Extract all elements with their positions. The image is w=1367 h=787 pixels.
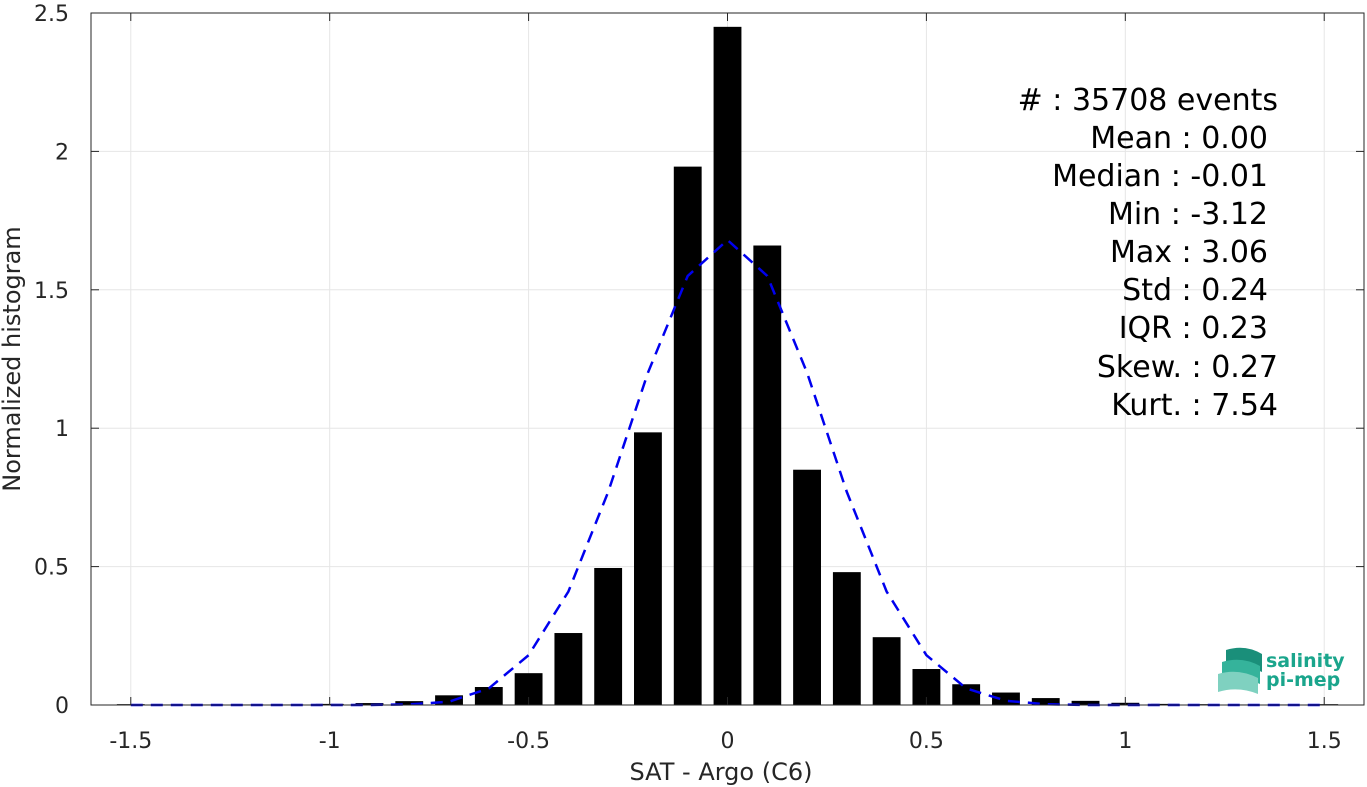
histogram-bar	[872, 637, 901, 705]
histogram-bar	[474, 687, 503, 705]
histogram-bar	[673, 166, 702, 705]
x-tick-label: -0.5	[507, 729, 550, 754]
x-tick-label: 0.5	[909, 729, 944, 754]
wave-stack-icon	[1218, 647, 1262, 694]
histogram-bar	[1151, 703, 1180, 705]
logo-line1: salinity	[1266, 650, 1345, 672]
histogram-bar	[395, 701, 424, 705]
histogram-bar	[753, 245, 782, 705]
histogram-bar	[952, 684, 981, 705]
histogram-bar	[1031, 698, 1060, 705]
y-tick-label: 2	[55, 140, 69, 165]
stat-kurt: Kurt. : 7.54	[1111, 388, 1278, 423]
y-tick-label: 1	[55, 417, 69, 442]
x-axis-title: SAT - Argo (C6)	[630, 758, 813, 786]
x-tick-label: -1	[319, 729, 341, 754]
stat-min: Min : -3.12	[1108, 197, 1268, 232]
stat-skew: Skew. : 0.27	[1097, 350, 1278, 385]
x-tick-label: -1.5	[109, 729, 152, 754]
stat-count: # : 35708 events	[1018, 83, 1278, 118]
stat-max: Max : 3.06	[1110, 235, 1268, 270]
x-tick-label: 1	[1118, 729, 1132, 754]
y-tick-label: 2.5	[34, 2, 69, 27]
y-tick-label: 0.5	[34, 556, 69, 581]
histogram-bar	[594, 567, 623, 705]
histogram-bar	[355, 703, 384, 705]
histogram-bars	[116, 26, 1339, 705]
histogram-bar	[554, 633, 583, 705]
y-axis-ticks: 0 0.5 1 1.5 2 2.5	[34, 2, 1364, 719]
histogram-bar	[793, 469, 821, 705]
histogram-bar	[634, 432, 662, 705]
histogram-bar	[713, 26, 742, 705]
x-axis-ticks: -1.5 -1 -0.5 0 0.5 1 1.5	[109, 13, 1342, 754]
histogram-bar	[435, 695, 463, 705]
stats-box: # : 35708 events Mean : 0.00 Median : -0…	[1018, 83, 1278, 423]
salinity-pimep-logo: salinity pi-mep	[1218, 647, 1345, 694]
stat-iqr: IQR : 0.23	[1119, 311, 1268, 346]
x-tick-label: 1.5	[1307, 729, 1342, 754]
y-tick-label: 1.5	[34, 279, 69, 304]
histogram-bar	[832, 572, 861, 705]
y-tick-label: 0	[55, 694, 69, 719]
x-tick-label: 0	[721, 729, 735, 754]
histogram-bar	[1071, 700, 1100, 705]
y-axis-title: Normalized histogram	[0, 226, 26, 491]
stat-median: Median : -0.01	[1052, 159, 1268, 194]
stat-std: Std : 0.24	[1122, 273, 1268, 308]
logo-line2: pi-mep	[1266, 669, 1340, 691]
stat-mean: Mean : 0.00	[1090, 121, 1268, 156]
